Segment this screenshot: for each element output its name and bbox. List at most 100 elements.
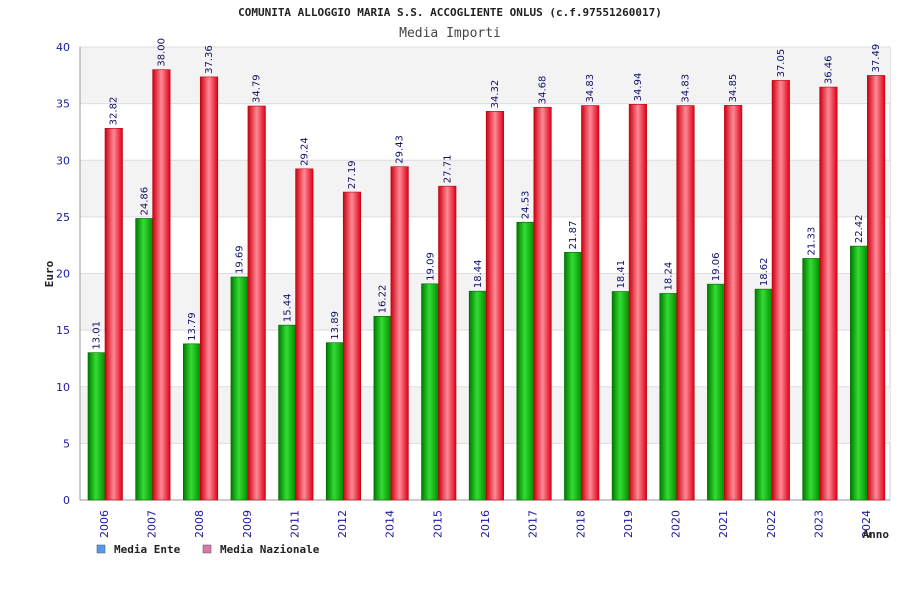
bar-media-nazionale-2022 — [771, 80, 790, 501]
x-tick-label: 2011 — [288, 510, 301, 538]
bar-data-labels: 13.01 24.86 13.79 19.69 15.44 13.89 16.22 19.09… — [92, 38, 882, 350]
data-label-media-nazionale-2017: 34.68 — [538, 76, 549, 105]
bar-media-nazionale-2006 — [104, 128, 123, 501]
y-axis-label: Euro — [43, 260, 56, 287]
x-tick-label: 2021 — [717, 510, 730, 538]
data-label-media-ente-2024: 22.42 — [854, 214, 865, 243]
x-tick-label: 2015 — [431, 510, 444, 538]
data-label-media-nazionale-2006: 32.82 — [109, 97, 120, 126]
bar-media-ente-2008 — [182, 343, 202, 501]
data-label-media-nazionale-2019: 34.94 — [633, 73, 644, 102]
y-tick-label: 40 — [56, 41, 70, 54]
bar-media-ente-2006 — [87, 352, 106, 501]
x-tick-label: 2018 — [574, 510, 587, 538]
data-label-media-ente-2017: 24.53 — [521, 191, 532, 220]
data-label-media-nazionale-2020: 34.83 — [681, 74, 692, 103]
data-label-media-nazionale-2016: 34.32 — [490, 80, 501, 109]
x-tick-label: 2008 — [193, 510, 206, 538]
x-tick-label: 2006 — [98, 510, 111, 538]
bar-media-nazionale-2011 — [295, 168, 314, 501]
data-label-media-ente-2016: 18.44 — [473, 260, 484, 289]
y-tick-label: 15 — [56, 324, 70, 337]
data-label-media-nazionale-2012: 27.19 — [347, 160, 358, 189]
x-tick-label: 2022 — [765, 510, 778, 538]
bar-media-nazionale-2019 — [628, 104, 647, 501]
bar-media-nazionale-2023 — [819, 86, 838, 501]
bar-media-ente-2022 — [754, 288, 773, 501]
bar-media-nazionale-2009 — [247, 105, 266, 501]
bar-media-ente-2011 — [278, 324, 297, 501]
data-label-media-nazionale-2014: 29.43 — [395, 135, 406, 164]
x-tick-label: 2020 — [670, 510, 683, 538]
y-tick-label: 35 — [56, 98, 70, 111]
legend-swatch-media-nazionale — [202, 544, 212, 554]
bar-media-ente-2017 — [516, 221, 535, 501]
chart-title: COMUNITA ALLOGGIO MARIA S.S. ACCOGLIENTE… — [238, 6, 662, 19]
bar-media-nazionale-2017 — [533, 106, 552, 501]
x-tick-label: 2009 — [241, 510, 254, 538]
y-tick-label: 0 — [63, 494, 70, 507]
x-tick-label: 2024 — [860, 510, 873, 538]
data-label-media-ente-2007: 24.86 — [139, 187, 150, 216]
x-tick-label: 2023 — [813, 510, 826, 538]
bar-media-ente-2007 — [135, 218, 154, 501]
bar-media-ente-2009 — [230, 276, 249, 501]
x-tick-label: 2017 — [527, 510, 540, 538]
data-label-media-ente-2018: 21.87 — [568, 221, 579, 250]
bar-media-ente-2012 — [325, 342, 345, 501]
data-label-media-nazionale-2011: 29.24 — [299, 137, 310, 166]
data-label-media-nazionale-2023: 36.46 — [823, 55, 834, 84]
data-label-media-ente-2023: 21.33 — [806, 227, 817, 256]
bar-media-ente-2016 — [468, 290, 487, 501]
data-label-media-ente-2014: 16.22 — [378, 285, 389, 314]
data-label-media-ente-2021: 19.06 — [711, 253, 722, 282]
legend-swatch-media-ente — [96, 544, 106, 554]
bar-media-nazionale-2020 — [676, 105, 695, 501]
data-label-media-nazionale-2021: 34.85 — [728, 74, 739, 103]
bar-media-ente-2023 — [802, 258, 821, 501]
data-label-media-ente-2015: 19.09 — [425, 252, 436, 281]
bar-media-nazionale-2007 — [152, 69, 171, 501]
y-tick-label: 10 — [56, 381, 70, 394]
data-label-media-ente-2011: 15.44 — [282, 294, 293, 323]
legend: Media Ente Media Nazionale — [96, 543, 320, 556]
data-label-media-nazionale-2024: 37.49 — [871, 44, 882, 73]
data-label-media-nazionale-2008: 37.36 — [204, 45, 215, 74]
bar-media-nazionale-2024 — [867, 75, 886, 501]
bars — [87, 69, 886, 501]
bar-media-ente-2019 — [611, 291, 630, 501]
data-label-media-ente-2020: 18.24 — [664, 262, 675, 291]
bar-media-nazionale-2008 — [199, 76, 219, 501]
x-tick-label: 2019 — [622, 510, 635, 538]
data-label-media-nazionale-2015: 27.71 — [442, 155, 453, 184]
data-label-media-ente-2012: 13.89 — [330, 311, 341, 340]
bar-media-nazionale-2014 — [390, 166, 409, 501]
chart-subtitle: Media Importi — [399, 26, 501, 41]
y-tick-label: 30 — [56, 154, 70, 167]
bar-media-ente-2020 — [659, 293, 678, 501]
x-tick-label: 2014 — [384, 510, 397, 538]
legend-label-media-nazionale: Media Nazionale — [220, 543, 320, 556]
data-label-media-ente-2022: 18.62 — [759, 257, 770, 286]
bar-media-nazionale-2016 — [485, 111, 504, 501]
legend-label-media-ente: Media Ente — [114, 543, 181, 556]
x-axis-ticks: 2006 2007 2008 2009 2011 2012 2014 2015 2016 2017… — [98, 510, 873, 538]
bar-media-nazionale-2012 — [342, 191, 362, 501]
x-tick-label: 2012 — [336, 510, 349, 538]
bar-media-nazionale-2021 — [724, 105, 743, 501]
bar-media-ente-2015 — [421, 283, 440, 501]
bar-media-nazionale-2015 — [438, 185, 457, 501]
y-tick-label: 20 — [56, 268, 70, 281]
bar-media-ente-2024 — [850, 245, 869, 501]
x-axis-label: Anno — [863, 528, 890, 541]
bar-media-nazionale-2018 — [581, 105, 600, 501]
bar-media-ente-2014 — [373, 316, 392, 501]
data-label-media-ente-2008: 13.79 — [187, 312, 198, 341]
data-label-media-ente-2009: 19.69 — [235, 245, 246, 274]
y-axis-ticks: 0 5 10 15 20 25 30 35 40 — [56, 41, 70, 507]
data-label-media-ente-2019: 18.41 — [616, 260, 627, 289]
x-tick-label: 2007 — [145, 510, 158, 538]
data-label-media-nazionale-2018: 34.83 — [585, 74, 596, 103]
data-label-media-ente-2006: 13.01 — [92, 321, 103, 350]
